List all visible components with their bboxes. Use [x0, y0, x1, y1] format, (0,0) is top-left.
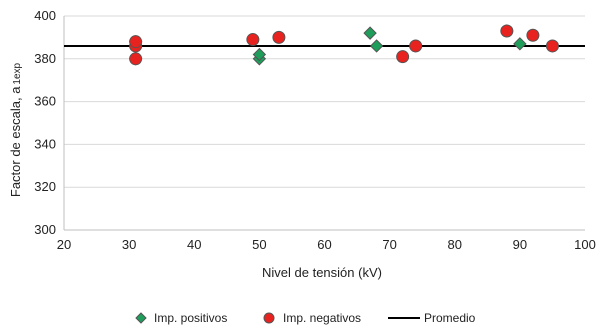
- y-tick-label: 300: [34, 222, 56, 237]
- data-points: [128, 24, 559, 66]
- y-tick-label: 360: [34, 94, 56, 109]
- x-tick-label: 20: [57, 237, 71, 252]
- negative-point: [129, 52, 143, 66]
- y-tick-label: 320: [34, 179, 56, 194]
- y-tick-label: 400: [34, 8, 56, 23]
- negative-point: [500, 24, 514, 38]
- y-tick-label: 380: [34, 51, 56, 66]
- positive-point: [513, 37, 527, 51]
- legend-item-positive: Imp. positivos: [135, 311, 227, 325]
- legend-item-average: Promedio: [388, 311, 476, 325]
- x-tick-label: 80: [448, 237, 462, 252]
- legend-label-negative: Imp. negativos: [283, 311, 361, 325]
- negative-point: [545, 39, 559, 53]
- negative-point: [409, 39, 423, 53]
- negative-point: [246, 33, 260, 47]
- x-axis-title: Nivel de tensión (kV): [262, 265, 382, 280]
- positive-point: [363, 26, 377, 40]
- x-tick-label: 60: [317, 237, 331, 252]
- x-tick-label: 30: [122, 237, 136, 252]
- y-tick-labels: 300 320 340 360 380 400: [34, 8, 56, 237]
- x-tick-label: 40: [187, 237, 201, 252]
- legend-item-negative: Imp. negativos: [263, 311, 361, 325]
- x-tick-label: 70: [382, 237, 396, 252]
- negative-point: [272, 30, 286, 44]
- negative-point: [129, 35, 143, 49]
- negative-point: [396, 50, 410, 64]
- x-tick-labels: 20 30 40 50 60 70 80 90 100: [57, 237, 596, 252]
- x-tick-label: 50: [252, 237, 266, 252]
- positive-point: [252, 47, 267, 62]
- positive-point: [369, 39, 384, 53]
- y-tick-label: 340: [34, 136, 56, 151]
- y-axis-title: Factor de escala, a 1exp: [8, 62, 23, 197]
- legend-label-positive: Imp. positivos: [154, 311, 227, 325]
- y-axis-title-subscript: 1exp: [12, 62, 23, 84]
- y-axis-title-main: Factor de escala, a: [8, 86, 23, 197]
- legend-label-average: Promedio: [424, 311, 476, 325]
- legend-diamond-marker: [135, 312, 147, 324]
- x-tick-label: 90: [513, 237, 527, 252]
- grid-lines: [63, 15, 585, 231]
- negative-point: [526, 28, 540, 42]
- x-tick-label: 100: [574, 237, 596, 252]
- legend-circle-marker: [263, 312, 275, 324]
- legend: Imp. positivos Imp. negativos Promedio: [135, 311, 476, 325]
